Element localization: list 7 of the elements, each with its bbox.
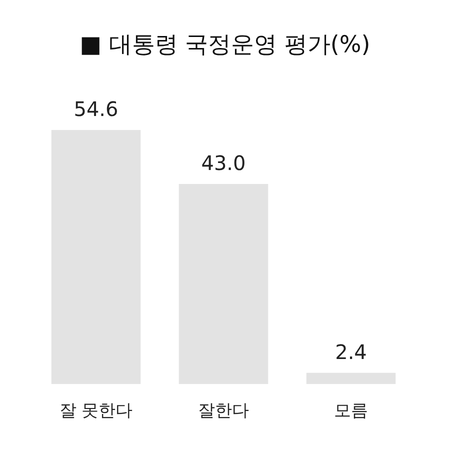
- data-label: 54.6: [74, 97, 118, 121]
- x-tick-label: 잘 못한다: [59, 401, 133, 421]
- x-tick-label: 모름: [334, 401, 368, 421]
- data-label: 43.0: [201, 150, 246, 175]
- x-tick-label: 잘한다: [198, 401, 249, 421]
- chart-title: ■ 대통령 국정운영 평가(%): [80, 32, 370, 58]
- data-label: 2.4: [335, 340, 367, 364]
